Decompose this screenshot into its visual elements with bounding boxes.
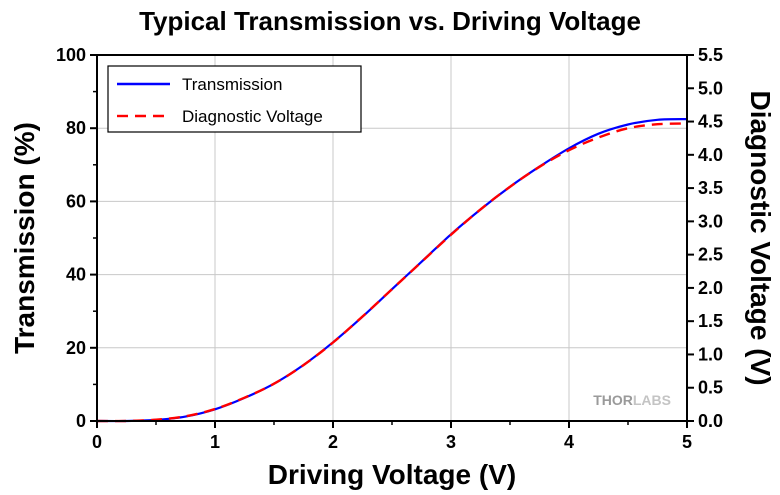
y2-tick-label: 3.0 (698, 211, 723, 231)
transmission-line (96, 118, 688, 423)
watermark-logo: THORLABS (593, 392, 671, 408)
x-tick-label: 4 (564, 432, 574, 452)
y-tick-label: 100 (56, 45, 86, 65)
axis-ticks: 0 1 2 3 4 5 0 20 40 60 80 100 0.0 0.5 1.0 1.5 2.0 2.5 3.0 3… (56, 45, 723, 452)
y2-tick-label: 0.0 (698, 411, 723, 431)
watermark-text: THORLABS (593, 392, 671, 408)
y2-tick-label: 3.5 (698, 178, 723, 198)
y2-tick-label: 5.5 (698, 45, 723, 65)
legend-label: Transmission (182, 75, 282, 94)
legend: Transmission Diagnostic Voltage (107, 65, 362, 133)
diagnostic-voltage-line (96, 122, 688, 423)
y2-axis-title: Diagnostic Voltage (V) (745, 90, 776, 385)
chart-title: Typical Transmission vs. Driving Voltage (139, 6, 641, 36)
y2-tick-label: 5.0 (698, 78, 723, 98)
x-tick-label: 3 (446, 432, 456, 452)
y2-tick-label: 4.0 (698, 145, 723, 165)
y-tick-label: 80 (66, 118, 86, 138)
y2-tick-label: 0.5 (698, 378, 723, 398)
legend-box (107, 65, 362, 133)
y2-tick-label: 4.5 (698, 112, 723, 132)
x-tick-label: 1 (210, 432, 220, 452)
y2-tick-label: 2.0 (698, 278, 723, 298)
y-tick-label: 60 (66, 191, 86, 211)
x-tick-label: 0 (92, 432, 102, 452)
x-axis-title: Driving Voltage (V) (268, 459, 516, 490)
y2-tick-label: 2.5 (698, 245, 723, 265)
y2-tick-label: 1.0 (698, 344, 723, 364)
plot-series (96, 118, 688, 423)
legend-label: Diagnostic Voltage (182, 107, 323, 126)
x-tick-label: 5 (682, 432, 692, 452)
y-tick-label: 40 (66, 265, 86, 285)
y2-tick-label: 1.5 (698, 311, 723, 331)
y-tick-label: 0 (76, 411, 86, 431)
y-axis-title: Transmission (%) (9, 122, 40, 354)
x-tick-label: 2 (328, 432, 338, 452)
y-tick-label: 20 (66, 338, 86, 358)
